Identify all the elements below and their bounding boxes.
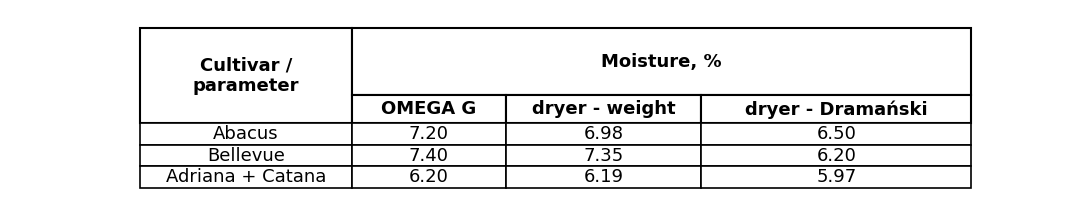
Text: Moisture, %: Moisture, % [602,53,722,71]
Text: 7.20: 7.20 [409,125,449,143]
Text: 6.20: 6.20 [816,147,856,165]
Bar [140,145,352,166]
Text: dryer - Dramański: dryer - Dramański [745,100,928,119]
Bar [352,28,971,95]
Bar [701,95,971,123]
Text: 7.40: 7.40 [409,147,449,165]
Bar [352,145,505,166]
Text: Bellevue: Bellevue [207,147,285,165]
Bar [505,95,701,123]
Bar [140,123,352,145]
Text: Abacus: Abacus [212,125,279,143]
Bar [505,166,701,188]
Bar [352,95,505,123]
Bar [701,166,971,188]
Text: OMEGA G: OMEGA G [382,100,476,118]
Text: 6.98: 6.98 [583,125,623,143]
Bar [140,28,352,123]
Bar [505,145,701,166]
Bar [505,123,701,145]
Text: dryer - weight: dryer - weight [531,100,675,118]
Text: 6.50: 6.50 [816,125,856,143]
Bar [352,123,505,145]
Bar [701,145,971,166]
Text: 7.35: 7.35 [583,147,623,165]
Bar [701,123,971,145]
Bar [352,166,505,188]
Text: 6.20: 6.20 [409,168,449,186]
Bar [140,166,352,188]
Text: Cultivar /
parameter: Cultivar / parameter [193,56,299,95]
Text: Adriana + Catana: Adriana + Catana [166,168,326,186]
Text: 6.19: 6.19 [583,168,623,186]
Text: 5.97: 5.97 [816,168,856,186]
